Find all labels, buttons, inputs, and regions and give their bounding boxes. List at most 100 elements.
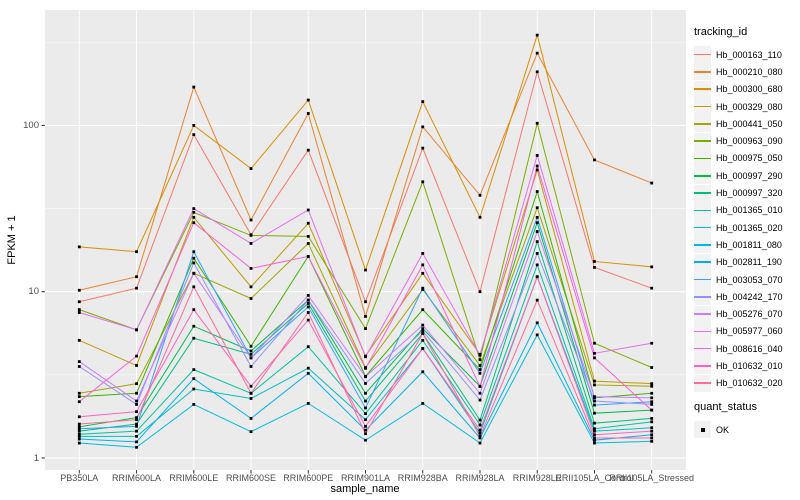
x-tick-label: RRII105LA_Stressed [609, 473, 694, 483]
legend-key-box [694, 167, 711, 185]
data-point [77, 437, 81, 441]
data-point [593, 265, 596, 269]
data-point [192, 368, 196, 372]
data-point [421, 370, 425, 374]
y-tick-label: 1 [33, 452, 39, 464]
legend-key-line-icon [694, 330, 711, 333]
legend-key-line-icon [694, 261, 711, 263]
data-point [535, 206, 539, 210]
data-point [535, 51, 539, 55]
data-point [593, 356, 596, 360]
data-point [77, 427, 81, 431]
legend-item: Hb_000329_080 [694, 98, 800, 116]
legend-key-line-icon [694, 157, 711, 160]
data-point [421, 401, 425, 405]
data-point [192, 308, 196, 312]
x-tick-label: RRIM600LE [169, 473, 219, 483]
data-point [306, 311, 310, 314]
legend-key-line-icon [694, 192, 711, 194]
data-point [421, 263, 425, 267]
data-point [535, 168, 539, 172]
data-point [306, 148, 310, 152]
data-point [478, 215, 482, 219]
data-point [192, 324, 196, 328]
data-point [364, 432, 367, 436]
data-point [535, 251, 539, 255]
legend-item-label: Hb_010632_020 [716, 378, 783, 389]
legend-key-line-icon [694, 53, 711, 56]
x-tick-label: RRIM928LA [455, 473, 505, 483]
legend-item-label: Hb_000997_320 [716, 188, 783, 199]
data-point [593, 341, 596, 345]
data-point [306, 366, 310, 370]
legend-key-box [694, 63, 711, 81]
data-point [478, 364, 482, 367]
x-tick-label: RRIM928BA [397, 473, 448, 483]
legend-item-label: Hb_000997_290 [716, 170, 783, 181]
data-point [364, 366, 367, 370]
data-point [249, 234, 253, 237]
legend-item: Hb_000300_680 [694, 80, 800, 98]
legend-item-label: Hb_003053_070 [716, 274, 783, 285]
data-point [306, 112, 310, 115]
data-point [192, 336, 196, 340]
data-point [364, 418, 367, 422]
legend-key-line-icon [694, 71, 711, 73]
data-point [535, 33, 539, 37]
data-point [535, 298, 539, 302]
data-point [650, 403, 654, 406]
data-point [306, 302, 310, 305]
data-point [364, 381, 367, 385]
data-point [478, 368, 482, 372]
legend-key-box [694, 322, 711, 340]
data-point [192, 133, 196, 137]
x-tick-label: RRIM901LA [340, 473, 391, 483]
data-point [478, 398, 482, 402]
x-axis-title: sample_name [330, 483, 400, 495]
data-point [650, 400, 654, 404]
legend-item-label: Hb_000441_050 [716, 118, 783, 129]
data-point [650, 396, 654, 400]
data-point [421, 308, 425, 312]
data-point [478, 423, 482, 427]
data-point [650, 366, 654, 369]
data-point [135, 250, 138, 254]
data-point [135, 399, 138, 403]
legend-key-line-icon [694, 365, 711, 367]
legend-item-label: Hb_000963_090 [716, 136, 783, 147]
data-point [650, 265, 654, 269]
data-point [135, 410, 138, 414]
data-point [478, 418, 482, 422]
data-point [535, 154, 539, 157]
legend-key-line-icon [694, 313, 711, 315]
data-point [478, 371, 482, 375]
legend-key-line-icon [694, 382, 711, 385]
data-point [249, 430, 253, 434]
x-tick-label: PB350LA [60, 473, 99, 483]
data-point [650, 436, 654, 440]
legend-key-box [694, 305, 711, 323]
data-point [192, 250, 196, 254]
legend-key-line-icon [694, 347, 711, 350]
legend-key-box [694, 149, 711, 167]
data-point [593, 411, 596, 415]
y-tick-label: 100 [23, 119, 39, 131]
data-point [306, 98, 310, 102]
legend-key-box [694, 236, 711, 254]
legend-item-label: Hb_005977_060 [716, 326, 783, 337]
data-point [535, 333, 539, 337]
data-point [77, 338, 81, 342]
data-point [192, 256, 196, 260]
data-point [650, 384, 654, 388]
data-point [249, 365, 253, 368]
data-point [135, 382, 138, 386]
legend-item: Hb_010632_010 [694, 357, 800, 375]
legend-key-box [694, 219, 711, 237]
data-point [650, 181, 654, 185]
data-point [535, 240, 539, 244]
data-point [650, 408, 654, 412]
data-point [77, 441, 81, 445]
data-point [593, 351, 596, 355]
legend-item: Hb_002811_190 [694, 253, 800, 271]
data-point [535, 190, 539, 193]
